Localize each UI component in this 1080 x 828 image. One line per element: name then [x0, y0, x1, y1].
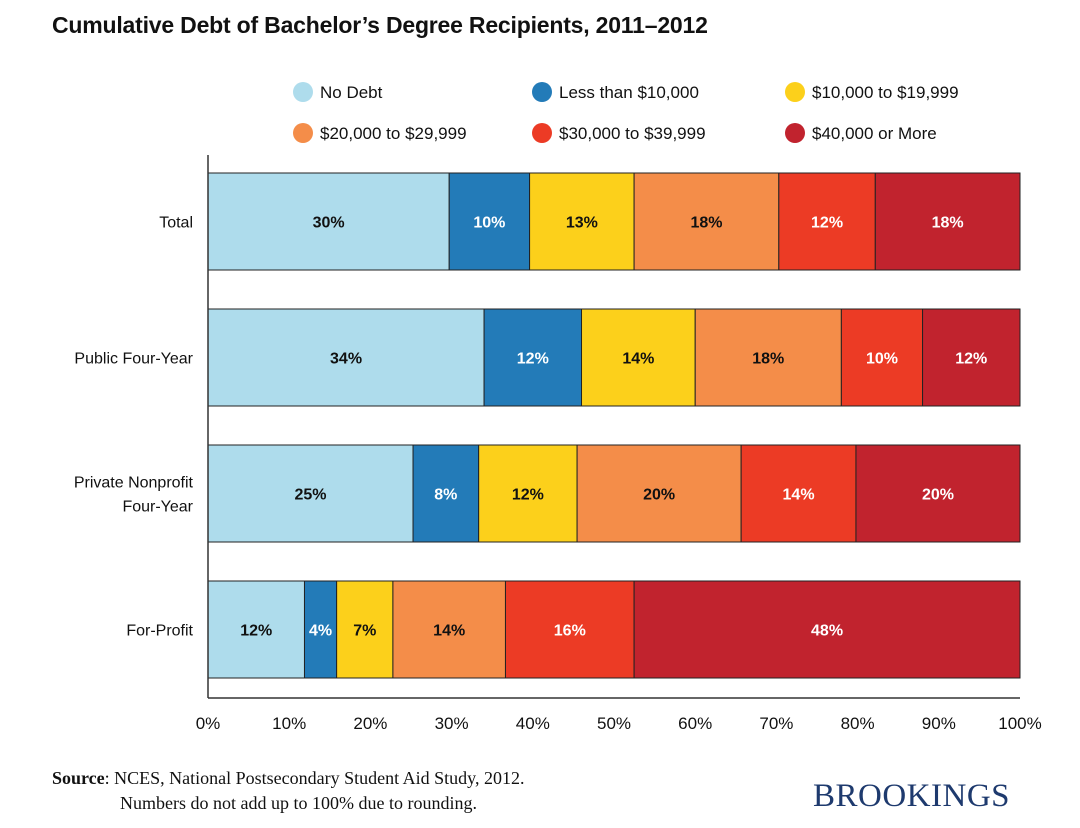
- data-label: 10%: [473, 215, 505, 232]
- x-tick-label: 60%: [678, 714, 712, 733]
- bar-segment: [207, 444, 414, 543]
- category-label: Four-Year: [122, 499, 193, 516]
- data-label: 20%: [922, 487, 954, 504]
- bar-segment: [483, 308, 583, 407]
- data-label: 12%: [517, 351, 549, 368]
- legend-label: No Debt: [320, 83, 383, 102]
- legend-label: $40,000 or More: [812, 124, 937, 143]
- data-label: 14%: [783, 487, 815, 504]
- data-label: 12%: [955, 351, 987, 368]
- legend-swatch: [293, 82, 313, 102]
- bar-segment: [448, 172, 531, 271]
- bar-segment: [874, 172, 1021, 271]
- data-label: 12%: [240, 623, 272, 640]
- legend-label: $30,000 to $39,999: [559, 124, 706, 143]
- source-text: : NCES, National Postsecondary Student A…: [104, 768, 525, 788]
- x-tick-label: 90%: [922, 714, 956, 733]
- legend-label: Less than $10,000: [559, 83, 699, 102]
- bar-segment: [392, 580, 506, 679]
- data-label: 16%: [554, 623, 586, 640]
- data-label: 48%: [811, 623, 843, 640]
- x-tick-label: 10%: [272, 714, 306, 733]
- data-label: 18%: [752, 351, 784, 368]
- legend-swatch: [293, 123, 313, 143]
- bar-segment: [840, 308, 924, 407]
- bar-segment: [778, 172, 876, 271]
- category-label: For-Profit: [126, 623, 193, 640]
- bar-segment: [504, 580, 635, 679]
- data-label: 8%: [434, 487, 457, 504]
- data-label: 12%: [512, 487, 544, 504]
- data-label: 30%: [313, 215, 345, 232]
- category-label: Total: [159, 215, 193, 232]
- category-label: Private Nonprofit: [74, 475, 194, 492]
- bar-segment: [336, 580, 394, 679]
- bar-segment: [207, 172, 450, 271]
- rounding-note: Numbers do not add up to 100% due to rou…: [120, 793, 477, 813]
- bar-segment: [922, 308, 1021, 407]
- bar-segment: [633, 580, 1021, 679]
- data-label: 34%: [330, 351, 362, 368]
- data-label: 18%: [690, 215, 722, 232]
- bar-segment: [633, 172, 780, 271]
- x-tick-label: 30%: [435, 714, 469, 733]
- bar-segment: [855, 444, 1021, 543]
- data-label: 10%: [866, 351, 898, 368]
- x-tick-label: 50%: [597, 714, 631, 733]
- bar-segment: [581, 308, 696, 407]
- legend-swatch: [785, 123, 805, 143]
- data-label: 7%: [353, 623, 376, 640]
- bar-segment: [207, 308, 485, 407]
- source-label: Source: [52, 768, 105, 788]
- data-label: 4%: [309, 623, 332, 640]
- bar-segment: [412, 444, 480, 543]
- data-label: 18%: [932, 215, 964, 232]
- brookings-logo: BROOKINGS: [813, 778, 1011, 814]
- x-tick-label: 0%: [196, 714, 221, 733]
- category-label: Public Four-Year: [74, 351, 193, 368]
- data-label: 12%: [811, 215, 843, 232]
- x-tick-label: 70%: [759, 714, 793, 733]
- legend-label: $10,000 to $19,999: [812, 83, 959, 102]
- legend-label: $20,000 to $29,999: [320, 124, 467, 143]
- x-tick-label: 100%: [998, 714, 1041, 733]
- bar-segment: [478, 444, 578, 543]
- bar-segment: [694, 308, 842, 407]
- bar-segment: [529, 172, 635, 271]
- data-label: 14%: [622, 351, 654, 368]
- source-note: Source: NCES, National Postsecondary Stu…: [52, 766, 525, 816]
- x-tick-label: 20%: [353, 714, 387, 733]
- bar-segment: [207, 580, 305, 679]
- x-tick-label: 80%: [841, 714, 875, 733]
- bar-segment: [576, 444, 742, 543]
- legend-swatch: [532, 123, 552, 143]
- data-label: 14%: [433, 623, 465, 640]
- bar-segment: [740, 444, 857, 543]
- x-tick-label: 40%: [516, 714, 550, 733]
- legend-swatch: [532, 82, 552, 102]
- data-label: 20%: [643, 487, 675, 504]
- legend-swatch: [785, 82, 805, 102]
- data-label: 25%: [295, 487, 327, 504]
- chart-title: Cumulative Debt of Bachelor’s Degree Rec…: [52, 12, 708, 38]
- data-label: 13%: [566, 215, 598, 232]
